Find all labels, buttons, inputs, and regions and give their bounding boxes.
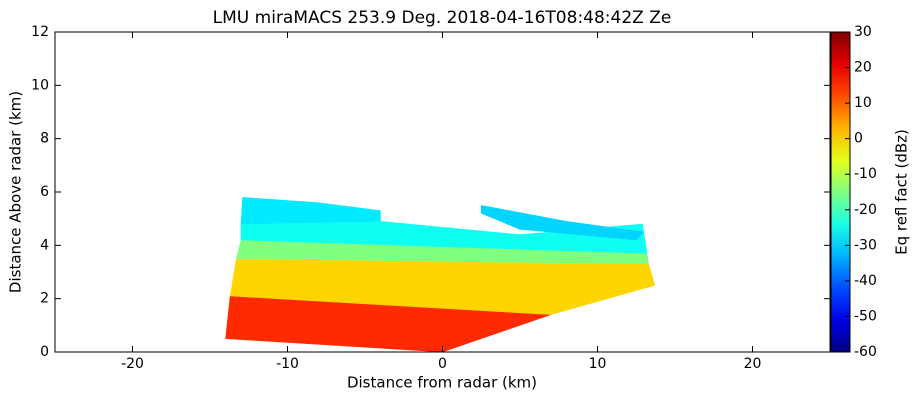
- x-tick-label: 10: [589, 356, 607, 372]
- colorbar-tick-label: 10: [854, 95, 872, 111]
- colorbar: [830, 31, 851, 353]
- echo-region: [229, 258, 656, 315]
- x-tick-label: -10: [276, 356, 299, 372]
- colorbar-tick-label: -50: [854, 308, 877, 324]
- colorbar-tick-label: -40: [854, 273, 877, 289]
- y-tick-label: 0: [40, 344, 49, 360]
- y-axis-label: Distance Above radar (km): [7, 91, 25, 293]
- x-tick-label: -20: [121, 356, 144, 372]
- y-tick-label: 8: [40, 131, 49, 147]
- x-axis-label: Distance from radar (km): [347, 374, 537, 392]
- colorbar-tick-label: -60: [854, 344, 877, 360]
- colorbar-tick-label: 20: [854, 60, 872, 76]
- chart-title: LMU miraMACS 253.9 Deg. 2018-04-16T08:48…: [213, 8, 672, 28]
- echo-region: [481, 205, 645, 241]
- x-tick-label: 20: [744, 356, 762, 372]
- y-tick-label: 4: [40, 237, 49, 253]
- colorbar-tick-label: 30: [854, 24, 872, 40]
- y-tick-label: 10: [31, 77, 49, 93]
- y-tick-label: 2: [40, 291, 49, 307]
- colorbar-tick-label: -10: [854, 166, 877, 182]
- colorbar-tick-label: -20: [854, 202, 877, 218]
- colorbar-label: Eq refl fact (dBz): [893, 129, 911, 255]
- y-tick-label: 12: [31, 24, 49, 40]
- x-tick-label: 0: [438, 356, 447, 372]
- colorbar-tick-label: -30: [854, 237, 877, 253]
- echo-region: [240, 197, 381, 225]
- colorbar-tick-label: 0: [854, 131, 863, 147]
- y-tick-label: 6: [40, 184, 49, 200]
